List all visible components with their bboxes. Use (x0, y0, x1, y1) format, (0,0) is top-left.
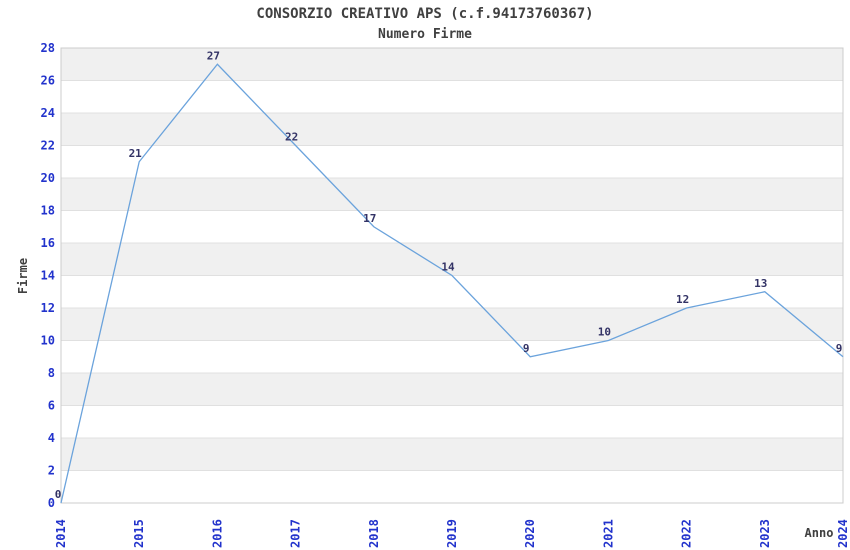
y-tick-label: 2 (48, 464, 55, 478)
plot-band (61, 48, 843, 81)
y-tick-label: 16 (41, 236, 55, 250)
y-tick-label: 8 (48, 366, 55, 380)
plot-band (61, 373, 843, 406)
y-tick-label: 26 (41, 74, 55, 88)
x-axis-title: Anno (805, 526, 834, 540)
data-point-label: 9 (523, 342, 530, 355)
x-tick-label: 2017 (289, 519, 303, 548)
y-tick-label: 18 (41, 204, 55, 218)
data-point-label: 12 (676, 293, 689, 306)
x-tick-label: 2018 (367, 519, 381, 548)
x-tick-label: 2023 (758, 519, 772, 548)
x-tick-label: 2014 (54, 519, 68, 548)
y-tick-label: 0 (48, 496, 55, 510)
y-tick-label: 12 (41, 301, 55, 315)
y-tick-label: 6 (48, 399, 55, 413)
data-point-label: 27 (207, 49, 220, 62)
y-axis-title: Firme (16, 258, 30, 294)
x-tick-label: 2022 (680, 519, 694, 548)
plot-band (61, 243, 843, 276)
y-tick-label: 20 (41, 171, 55, 185)
y-tick-label: 28 (41, 41, 55, 55)
data-point-label: 10 (598, 326, 611, 339)
x-tick-label: 2020 (523, 519, 537, 548)
chart-title: CONSORZIO CREATIVO APS (c.f.94173760367) (256, 6, 594, 22)
x-tick-label: 2021 (601, 519, 615, 548)
data-point-label: 0 (55, 488, 62, 501)
plot-band (61, 178, 843, 211)
data-point-label: 22 (285, 131, 298, 144)
data-point-label: 17 (363, 212, 376, 225)
x-tick-label: 2016 (210, 519, 224, 548)
plot-band (61, 308, 843, 341)
plot-border (60, 47, 844, 504)
x-tick-label: 2019 (445, 519, 459, 548)
data-point-label: 21 (129, 147, 143, 160)
plot-band (61, 438, 843, 471)
y-tick-label: 10 (41, 334, 55, 348)
plot-band (61, 113, 843, 146)
data-point-label: 13 (754, 277, 767, 290)
series-line (60, 63, 844, 504)
chart-subtitle: Numero Firme (378, 27, 472, 42)
data-point-label: 14 (441, 261, 455, 274)
data-point-label: 9 (836, 342, 843, 355)
y-tick-label: 24 (41, 106, 55, 120)
y-tick-label: 22 (41, 139, 55, 153)
x-tick-label: 2015 (132, 519, 146, 548)
x-tick-label: 2024 (836, 519, 850, 548)
y-tick-label: 4 (48, 431, 55, 445)
y-tick-label: 14 (41, 269, 55, 283)
